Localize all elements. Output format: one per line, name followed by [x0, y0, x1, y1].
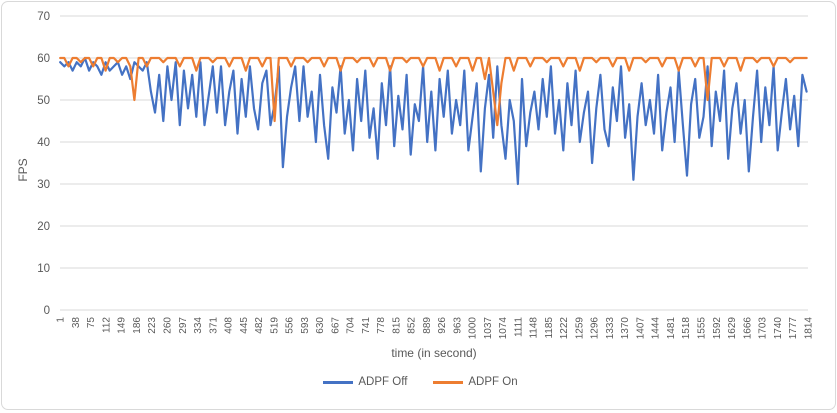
x-tick-label: 1629	[727, 317, 738, 340]
x-tick-label: 556	[285, 317, 296, 334]
x-tick-label: 704	[346, 317, 357, 334]
y-tick-label: 60	[37, 53, 50, 65]
x-tick-label: 334	[193, 317, 204, 334]
x-tick-label: 38	[71, 317, 82, 329]
x-tick-label: 1555	[696, 317, 707, 340]
adpf-off-line-swatch-icon	[323, 380, 354, 384]
y-tick-label: 0	[44, 305, 50, 317]
x-tick-label: 1814	[803, 317, 814, 340]
x-tick-label: 445	[239, 317, 250, 334]
x-tick-label: 1185	[544, 317, 555, 339]
y-tick-label: 10	[37, 263, 50, 275]
x-tick-label: 667	[330, 317, 341, 334]
x-tick-label: 1037	[483, 317, 494, 340]
x-tick-label: 1703	[758, 317, 769, 340]
x-tick-label: 926	[437, 317, 448, 334]
x-tick-label: 1074	[498, 317, 509, 340]
x-tick-label: 963	[452, 317, 463, 334]
x-tick-label: 1148	[529, 317, 540, 339]
chart-legend: ADPF Off ADPF On	[2, 376, 837, 388]
x-tick-label: 852	[407, 317, 418, 334]
x-tick-label: 1000	[468, 317, 479, 340]
x-tick-label: 1222	[559, 317, 570, 340]
y-tick-label: 20	[37, 221, 50, 233]
x-tick-label: 1444	[651, 317, 662, 340]
x-tick-label: 371	[208, 317, 219, 334]
legend-label-adpf-off: ADPF Off	[358, 376, 408, 388]
x-tick-label: 1259	[574, 317, 585, 340]
x-tick-label: 778	[376, 317, 387, 334]
x-tick-label: 1333	[605, 317, 616, 340]
x-tick-label: 1111	[513, 317, 524, 337]
x-tick-label: 186	[132, 317, 143, 334]
x-tick-label: 1518	[681, 317, 692, 340]
x-tick-label: 1	[56, 317, 67, 323]
x-tick-label: 297	[178, 317, 189, 334]
legend-item-adpf-on: ADPF On	[433, 376, 518, 388]
x-tick-label: 593	[300, 317, 311, 334]
x-tick-label: 1592	[712, 317, 723, 340]
series-line-adpf-off	[59, 56, 808, 186]
x-tick-label: 112	[101, 317, 112, 333]
x-tick-label: 1777	[788, 317, 799, 340]
y-axis-title: FPS	[16, 158, 30, 182]
y-tick-label: 30	[37, 179, 50, 191]
y-tick-label: 70	[37, 11, 50, 23]
legend-label-adpf-on: ADPF On	[468, 376, 518, 388]
legend-item-adpf-off: ADPF Off	[323, 376, 407, 388]
x-tick-label: 1296	[590, 317, 601, 340]
x-tick-label: 1407	[635, 317, 646, 340]
series-line-adpf-on	[59, 56, 808, 127]
x-tick-label: 741	[361, 317, 372, 334]
x-tick-label: 482	[254, 317, 265, 334]
x-tick-label: 1370	[620, 317, 631, 340]
adpf-on-line-swatch-icon	[433, 380, 464, 384]
x-tick-label: 1666	[742, 317, 753, 340]
y-tick-label: 50	[37, 95, 50, 107]
x-axis-title: time (in second)	[391, 346, 477, 360]
x-tick-label: 408	[224, 317, 235, 334]
x-tick-label: 1740	[773, 317, 784, 340]
x-tick-label: 889	[422, 317, 433, 334]
x-tick-label: 149	[117, 317, 128, 334]
x-tick-label: 260	[163, 317, 174, 334]
y-tick-label: 40	[37, 137, 50, 149]
x-tick-label: 1481	[666, 317, 677, 340]
x-tick-label: 223	[147, 317, 158, 334]
x-tick-label: 815	[391, 317, 402, 334]
x-tick-label: 630	[315, 317, 326, 334]
x-tick-label: 75	[86, 317, 97, 329]
x-tick-label: 519	[269, 317, 280, 334]
